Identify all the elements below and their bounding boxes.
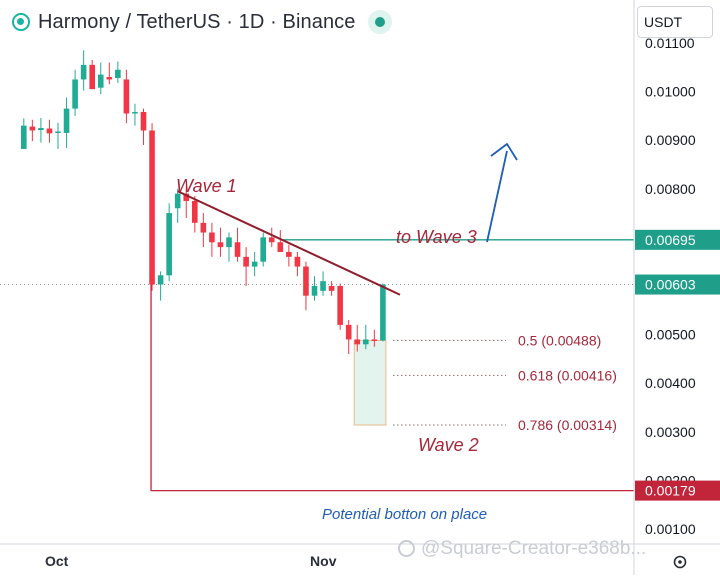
support-label: Potential botton on place [322, 506, 487, 523]
candle-body[interactable] [192, 200, 198, 223]
fib-level-label: 0.786 (0.00314) [518, 417, 617, 433]
time-tick-label: Nov [310, 553, 337, 569]
candle-body[interactable] [174, 193, 181, 209]
candle-body[interactable] [268, 237, 275, 243]
price-tag-label: 0.00179 [645, 483, 696, 499]
candle-body[interactable] [354, 339, 361, 345]
price-tag [635, 229, 720, 250]
candle-body[interactable] [46, 128, 53, 134]
candle-body[interactable] [371, 339, 378, 341]
wave3-arrow-shaft [486, 150, 508, 243]
candle-body[interactable] [123, 79, 130, 114]
candle-body[interactable] [200, 222, 207, 233]
wave1-trendline [177, 190, 401, 296]
price-tick-label: 0.00900 [645, 132, 696, 148]
candle-body[interactable] [97, 74, 104, 88]
watermark-text: @Square-Creator-e368b... [421, 538, 647, 559]
retracement-zone [353, 339, 387, 426]
watermark-logo-icon [398, 540, 415, 557]
candle-body[interactable] [320, 281, 326, 291]
price-tick-label: 0.00100 [645, 521, 696, 537]
price-tick-label: 0.00300 [645, 424, 696, 440]
candle-body[interactable] [132, 112, 138, 114]
candle-body[interactable] [63, 108, 70, 133]
candle-body[interactable] [38, 128, 44, 130]
candle-body[interactable] [72, 79, 78, 109]
wave2-label: Wave 2 [418, 435, 479, 455]
candle-body[interactable] [80, 64, 87, 80]
candle-body[interactable] [29, 126, 36, 131]
candle-body[interactable] [311, 286, 318, 296]
price-tick-label: 0.00400 [645, 375, 696, 391]
candle-body[interactable] [260, 237, 266, 262]
price-tick-label: 0.00800 [645, 181, 696, 197]
harmony-logo-icon [12, 13, 30, 31]
candle-body[interactable] [345, 324, 352, 340]
fib-level-label: 0.618 (0.00416) [518, 367, 617, 383]
price-tick-label: 0.01000 [645, 84, 696, 100]
candle-body[interactable] [217, 242, 224, 248]
price-tick-label: 0.01100 [645, 35, 695, 51]
watermark: @Square-Creator-e368b... [398, 538, 646, 560]
candle-body[interactable] [166, 213, 172, 276]
candle-body[interactable] [140, 112, 147, 131]
fib-level-label: 0.5 (0.00488) [518, 332, 601, 348]
price-tick-label: 0.00500 [645, 327, 696, 343]
wave1-label: Wave 1 [176, 176, 237, 196]
candle-body[interactable] [328, 286, 335, 291]
candle-body[interactable] [183, 193, 190, 201]
candle-body[interactable] [243, 256, 249, 267]
price-tag [635, 480, 720, 501]
wave3-label: to Wave 3 [396, 227, 477, 247]
time-tick-label: Oct [45, 553, 69, 569]
candle-body[interactable] [234, 242, 241, 257]
candle-body[interactable] [286, 251, 292, 257]
price-tag [635, 274, 720, 295]
candle-body[interactable] [106, 77, 113, 80]
candle-body[interactable] [277, 242, 284, 252]
support-level-line [150, 284, 634, 492]
candle-body[interactable] [157, 275, 164, 285]
price-tag-label: 0.00603 [645, 277, 696, 293]
candle-body[interactable] [363, 339, 369, 345]
candle-body[interactable] [251, 261, 258, 267]
candle-body[interactable] [89, 64, 95, 90]
currency-select[interactable]: USDT [637, 6, 713, 38]
settings-gear-icon[interactable] [673, 555, 687, 569]
settings-gear-center [678, 560, 682, 564]
candle-body[interactable] [337, 286, 343, 325]
market-status-icon[interactable] [367, 10, 392, 34]
wave3-arrow-head [490, 143, 518, 161]
candle-body[interactable] [21, 125, 27, 149]
symbol-title[interactable]: Harmony / TetherUS · 1D · Binance [38, 10, 356, 33]
price-tag-label: 0.00695 [645, 232, 696, 248]
candle-body[interactable] [55, 131, 61, 133]
candle-body[interactable] [226, 237, 232, 248]
candle-body[interactable] [149, 130, 155, 285]
chart-header: Harmony / TetherUS · 1D · Binance [0, 0, 634, 44]
candle-body[interactable] [303, 266, 309, 296]
candle-body[interactable] [115, 69, 121, 78]
candle-body[interactable] [294, 256, 301, 267]
candle-body[interactable] [380, 284, 386, 341]
candle-body[interactable] [209, 232, 215, 243]
